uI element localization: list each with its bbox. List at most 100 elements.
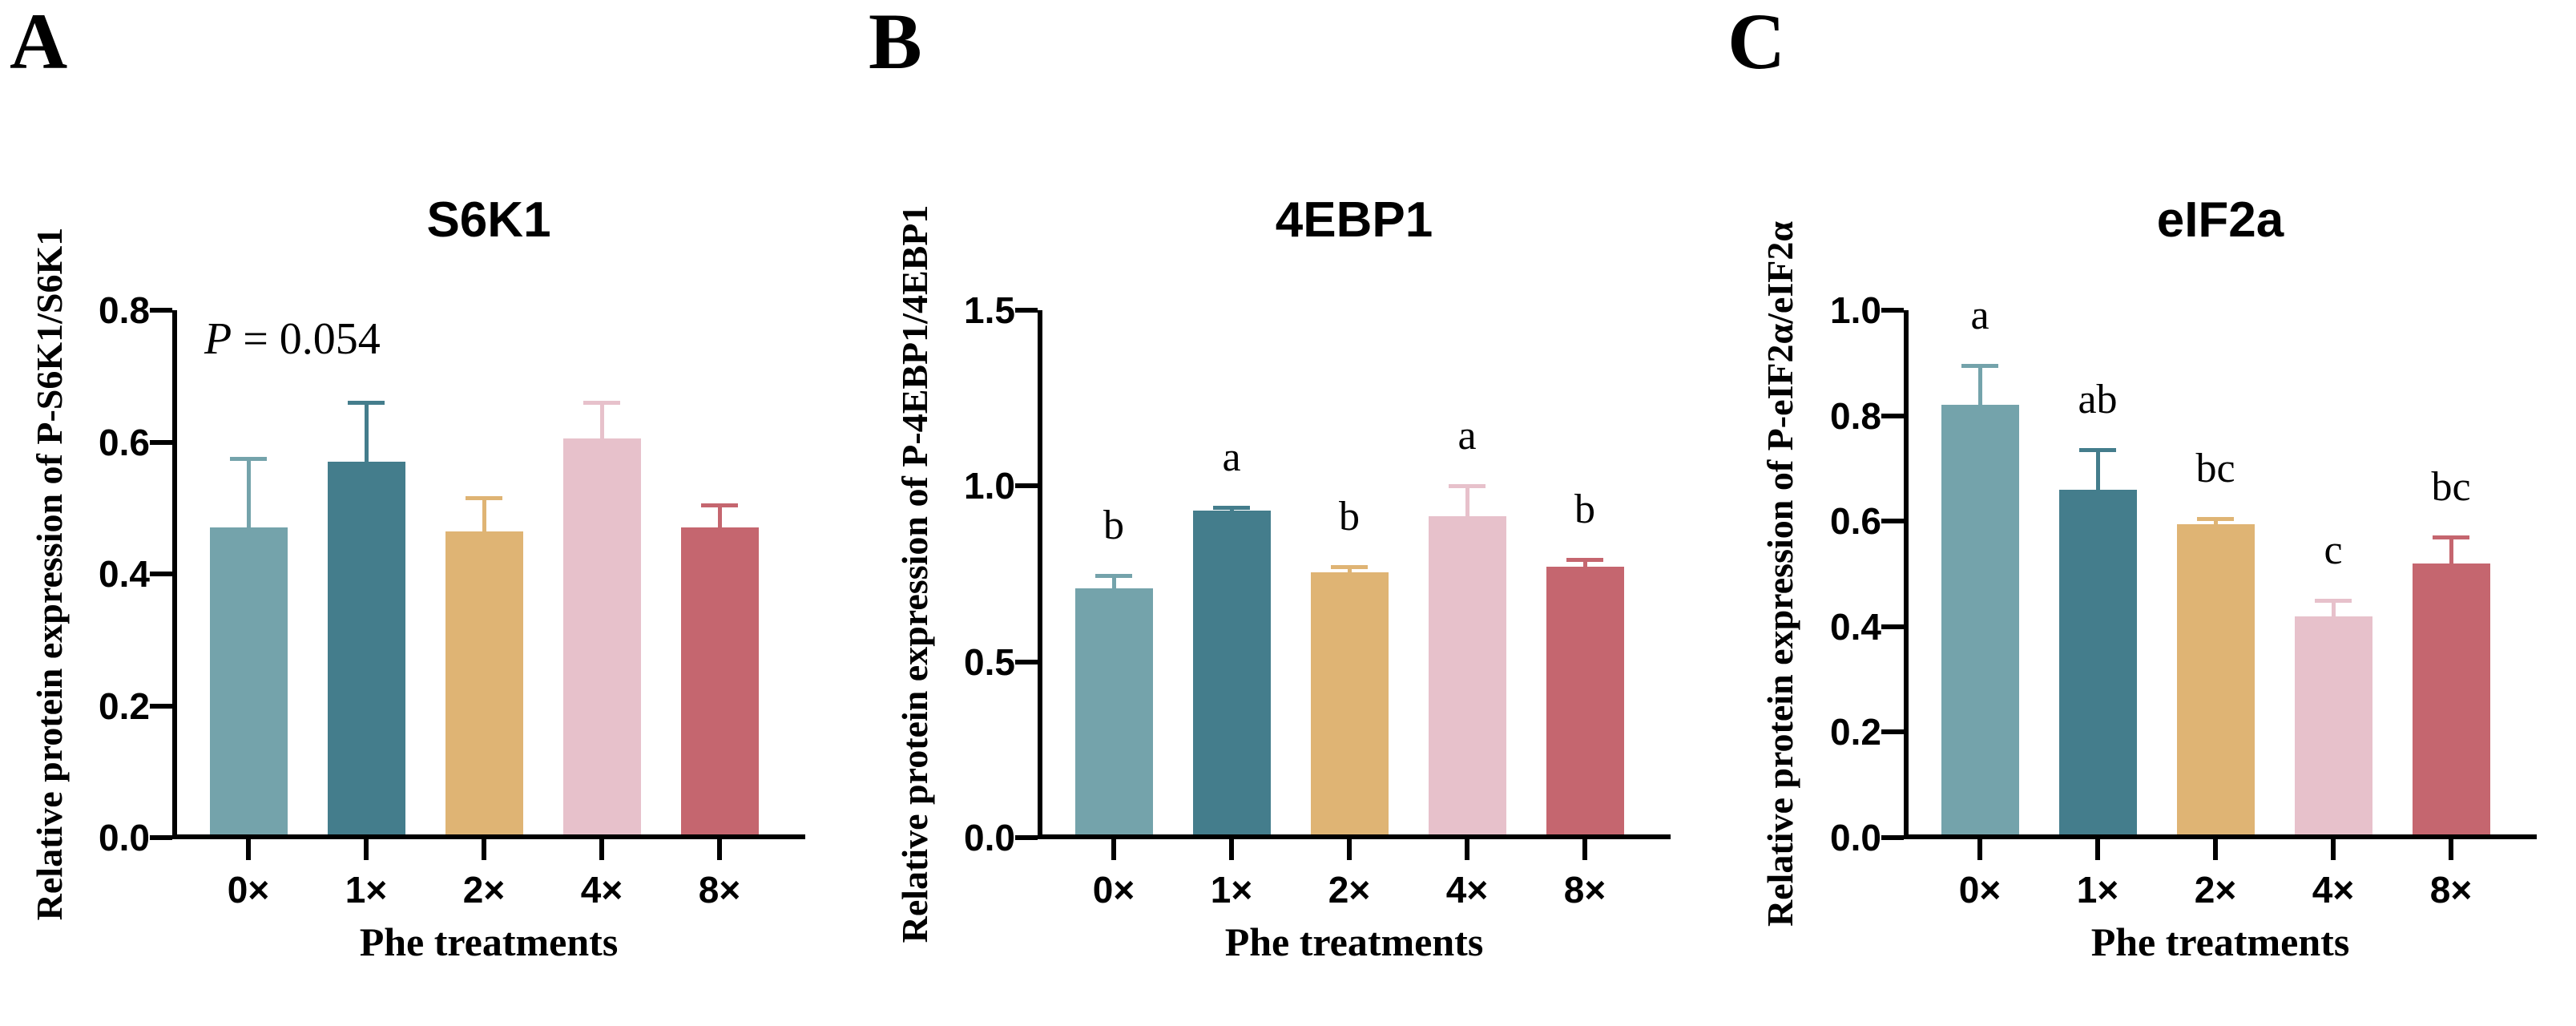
y-axis-tick <box>1015 483 1038 489</box>
error-bar-cap-1 <box>348 401 385 406</box>
y-tick-label: 0.0 <box>1830 817 1881 858</box>
sig-letter-2: b <box>1339 494 1360 540</box>
x-tick-label-1: 1× <box>2076 869 2119 911</box>
x-tick-label-4: 8× <box>2429 869 2473 911</box>
x-tick-label-3: 4× <box>580 869 623 911</box>
y-tick-label: 0.8 <box>99 289 150 331</box>
x-axis-tick-2 <box>1347 839 1352 860</box>
error-bar-stem-0 <box>1977 366 1982 410</box>
y-tick-label: 0.0 <box>964 817 1015 858</box>
x-tick-label-0: 0× <box>1958 869 2002 911</box>
error-bar-cap-2 <box>2197 516 2234 521</box>
sig-letter-1: a <box>1222 434 1241 480</box>
x-axis-title: Phe treatments <box>1224 919 1484 964</box>
chart-title-s6k1: S6K1 <box>426 192 551 248</box>
error-bar-stem-4 <box>1582 559 1587 572</box>
bar-4 <box>1546 567 1624 834</box>
error-bar-stem-4 <box>717 504 722 533</box>
panel-b: B 4EBP1 Relative protein expression of P… <box>859 0 1717 1026</box>
error-bar-stem-2 <box>1347 567 1352 577</box>
y-tick-label: 0.6 <box>99 421 150 463</box>
bar-3 <box>2294 616 2372 834</box>
error-bar-cap-0 <box>1095 574 1132 579</box>
bar-3 <box>1428 515 1506 834</box>
x-axis-tick-4 <box>717 839 722 860</box>
error-bar-stem-3 <box>1465 486 1469 521</box>
error-bar-cap-2 <box>1331 565 1368 570</box>
error-bar-cap-3 <box>583 401 620 406</box>
x-tick-label-1: 1× <box>1210 869 1253 911</box>
x-axis-tick-2 <box>482 839 486 860</box>
bar-1 <box>1192 511 1271 834</box>
panel-letter-b: B <box>869 0 922 86</box>
p-value-text: = 0.054 <box>232 314 381 364</box>
x-axis-tick-0 <box>1977 839 1982 860</box>
y-axis-tick <box>150 703 172 709</box>
error-bar-stem-2 <box>2213 518 2218 529</box>
x-axis-tick-1 <box>364 839 369 860</box>
y-tick-label: 0.5 <box>964 640 1015 683</box>
bar-2 <box>1310 572 1389 834</box>
x-axis-line <box>172 834 805 839</box>
error-bar-cap-0 <box>230 457 267 462</box>
x-tick-label-3: 4× <box>1445 869 1489 911</box>
bar-4 <box>680 527 759 834</box>
x-axis-tick-0 <box>1111 839 1116 860</box>
x-axis-tick-3 <box>1465 839 1469 860</box>
y-axis-tick <box>150 439 172 445</box>
x-tick-label-4: 8× <box>698 869 741 911</box>
y-tick-label: 0.0 <box>99 817 150 858</box>
panel-c: C eIF2a Relative protein expression of P… <box>1718 0 2576 1026</box>
x-axis-tick-1 <box>1229 839 1234 860</box>
y-axis-tick <box>150 308 172 313</box>
plot-area: 0.0 0.5 1.0 1.5 0× b 1× a 2× b 4× a 8× b <box>964 292 1671 908</box>
error-bar-cap-4 <box>701 503 738 507</box>
sig-letter-0: a <box>1970 293 1989 339</box>
error-bar-stem-4 <box>2449 536 2453 568</box>
error-bar-stem-3 <box>599 402 604 444</box>
x-tick-label-0: 0× <box>227 869 270 911</box>
chart-title-eif2a: eIF2a <box>2156 192 2284 248</box>
p-value-symbol: P <box>204 314 232 364</box>
error-bar-cap-2 <box>466 496 502 501</box>
error-bar-cap-1 <box>1213 505 1250 510</box>
error-bar-cap-3 <box>2315 598 2352 603</box>
x-axis-tick-3 <box>599 839 604 860</box>
error-bar-cap-4 <box>2433 535 2469 539</box>
sig-letter-4: bc <box>2431 463 2471 510</box>
panel-letter-a: A <box>10 0 68 86</box>
y-axis-line <box>1038 310 1042 838</box>
error-bar-cap-4 <box>1566 558 1603 563</box>
x-tick-label-3: 4× <box>2312 869 2355 911</box>
sig-letter-3: a <box>1457 413 1477 459</box>
x-axis-title: Phe treatments <box>2090 919 2350 964</box>
plot-area: P = 0.054 0.0 0.2 0.4 0.6 0.8 0× 1× 2× 4× 8× <box>99 292 805 908</box>
x-axis-tick-3 <box>2331 839 2336 860</box>
bar-2 <box>2176 523 2255 834</box>
x-tick-label-4: 8× <box>1563 869 1606 911</box>
chart-title-4ebp1: 4EBP1 <box>1275 192 1433 248</box>
y-tick-label: 1.0 <box>964 465 1015 507</box>
x-axis-tick-0 <box>246 839 251 860</box>
sig-letter-2: bc <box>2195 445 2235 491</box>
y-tick-label: 0.4 <box>1830 605 1881 648</box>
x-axis-tick-4 <box>1582 839 1587 860</box>
y-axis-tick <box>1881 519 1904 524</box>
p-value-annotation: P = 0.054 <box>204 317 381 362</box>
bar-0 <box>1941 405 2019 834</box>
sig-letter-4: b <box>1574 487 1595 533</box>
bar-3 <box>562 438 641 834</box>
y-axis-tick <box>1015 308 1038 313</box>
y-tick-label: 0.6 <box>1830 500 1881 543</box>
y-tick-label: 1.0 <box>1830 289 1881 331</box>
y-axis-tick <box>1881 308 1904 313</box>
sig-letter-1: ab <box>2078 377 2118 423</box>
y-axis-tick <box>1881 413 1904 418</box>
y-axis-line <box>1904 310 1909 838</box>
error-bar-stem-2 <box>482 498 486 536</box>
x-axis-tick-2 <box>2213 839 2218 860</box>
y-axis-tick <box>1015 659 1038 664</box>
x-axis-title: Phe treatments <box>359 919 619 964</box>
x-axis-line <box>1904 834 2537 839</box>
error-bar-cap-3 <box>1449 484 1486 489</box>
